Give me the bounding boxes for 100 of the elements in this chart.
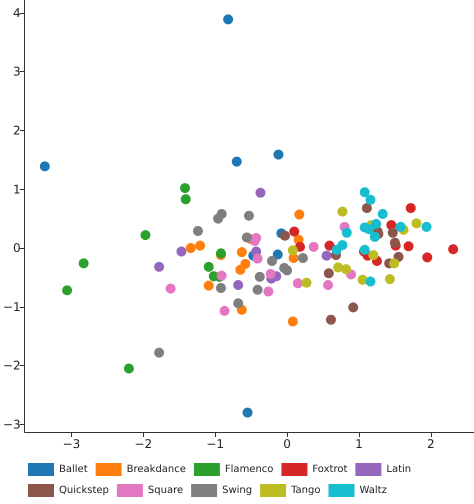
point bbox=[324, 240, 334, 251]
point bbox=[370, 232, 380, 242]
point bbox=[154, 348, 164, 358]
point bbox=[342, 228, 352, 238]
point bbox=[242, 408, 253, 418]
legend-label: Quickstep bbox=[59, 485, 109, 496]
y-tick-label: −1 bbox=[2, 300, 21, 314]
point bbox=[448, 244, 458, 254]
point bbox=[322, 250, 332, 261]
point bbox=[280, 230, 290, 241]
point bbox=[232, 156, 242, 167]
x-tick-label: 2 bbox=[427, 437, 435, 451]
point bbox=[288, 245, 298, 256]
point bbox=[176, 246, 186, 257]
point bbox=[124, 364, 134, 374]
point bbox=[308, 242, 319, 252]
point bbox=[326, 314, 336, 325]
point bbox=[195, 240, 206, 251]
point bbox=[252, 284, 263, 295]
point bbox=[390, 238, 400, 248]
legend-label: Square bbox=[148, 485, 184, 496]
point bbox=[337, 206, 348, 217]
y-tick-label: −2 bbox=[2, 358, 21, 373]
point bbox=[292, 278, 303, 288]
point bbox=[272, 250, 283, 260]
point bbox=[180, 194, 191, 204]
point bbox=[236, 247, 247, 258]
point bbox=[337, 240, 348, 250]
legend-label: Tango bbox=[290, 485, 320, 496]
point bbox=[406, 203, 416, 214]
point bbox=[389, 258, 400, 268]
y-tick-label: −3 bbox=[2, 417, 21, 432]
point bbox=[368, 250, 378, 260]
point bbox=[294, 210, 304, 220]
point bbox=[78, 258, 89, 268]
point bbox=[267, 256, 277, 266]
point bbox=[154, 262, 164, 272]
point bbox=[422, 252, 432, 262]
point bbox=[298, 253, 308, 264]
point bbox=[348, 302, 358, 312]
point bbox=[40, 161, 50, 172]
legend-label: Breakdance bbox=[126, 464, 186, 475]
point bbox=[266, 268, 276, 279]
x-tick-label: 0 bbox=[283, 437, 291, 451]
x-tick-label: −2 bbox=[134, 437, 152, 451]
point bbox=[140, 230, 150, 240]
point bbox=[288, 316, 298, 326]
point bbox=[180, 183, 190, 194]
y-tick-label: 3 bbox=[13, 64, 21, 79]
y-tick-label: 2 bbox=[13, 123, 21, 138]
point bbox=[252, 254, 263, 264]
point bbox=[256, 188, 266, 198]
point bbox=[273, 150, 284, 160]
point bbox=[213, 214, 224, 224]
legend-label: Flamenco bbox=[224, 464, 274, 475]
point bbox=[233, 280, 244, 290]
point bbox=[422, 222, 432, 232]
point bbox=[404, 241, 414, 252]
legend-label: Swing bbox=[222, 485, 252, 496]
point bbox=[244, 210, 254, 221]
point bbox=[323, 280, 334, 290]
point bbox=[365, 276, 376, 287]
point bbox=[263, 286, 274, 297]
point bbox=[233, 298, 244, 308]
point bbox=[216, 283, 226, 293]
point bbox=[235, 264, 246, 275]
y-tick-label: 1 bbox=[13, 182, 21, 196]
point bbox=[412, 218, 422, 228]
y-tick-label: 4 bbox=[13, 6, 21, 20]
point bbox=[365, 194, 376, 205]
point bbox=[62, 285, 72, 296]
point bbox=[341, 264, 352, 274]
point bbox=[388, 228, 398, 238]
point bbox=[192, 226, 203, 236]
point bbox=[282, 265, 292, 276]
point bbox=[204, 262, 214, 272]
point bbox=[289, 226, 300, 237]
point bbox=[302, 278, 312, 288]
x-tick-label: −1 bbox=[206, 437, 224, 451]
point bbox=[362, 203, 372, 214]
point bbox=[186, 243, 196, 254]
point bbox=[254, 272, 265, 282]
legend-label: Foxtrot bbox=[312, 464, 348, 475]
point bbox=[220, 306, 230, 316]
point bbox=[324, 268, 334, 278]
legend-label: Latin bbox=[386, 464, 412, 475]
point bbox=[242, 232, 252, 242]
point bbox=[360, 187, 370, 198]
point bbox=[204, 280, 214, 291]
point bbox=[223, 14, 234, 24]
point bbox=[378, 208, 388, 219]
point bbox=[371, 218, 382, 229]
x-tick-label: 1 bbox=[355, 437, 363, 451]
point bbox=[384, 274, 395, 284]
point bbox=[364, 224, 374, 234]
point bbox=[333, 262, 344, 272]
legend-label: Waltz bbox=[359, 485, 387, 496]
point bbox=[166, 284, 176, 294]
x-tick-label: −3 bbox=[62, 437, 80, 451]
point bbox=[396, 222, 406, 232]
